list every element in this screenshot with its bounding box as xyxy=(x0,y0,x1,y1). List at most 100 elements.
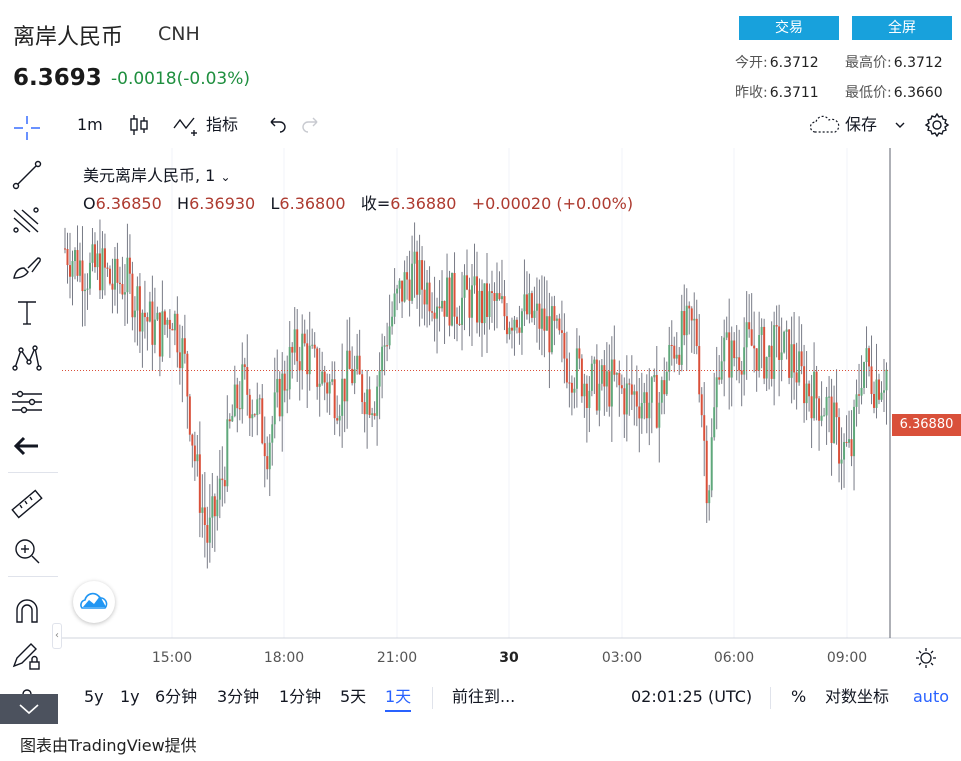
candle-body xyxy=(600,365,603,384)
magnet-icon[interactable] xyxy=(8,594,46,630)
range-1day[interactable]: 1天 xyxy=(385,680,412,712)
candle-body xyxy=(226,419,229,487)
undo-icon[interactable] xyxy=(266,106,288,144)
candle-body xyxy=(560,330,563,333)
candle-body xyxy=(498,293,501,300)
candle-body xyxy=(213,496,216,517)
candle-body xyxy=(570,382,573,393)
candle-body xyxy=(373,413,376,416)
brush-icon[interactable] xyxy=(8,248,46,284)
gear-icon[interactable] xyxy=(924,106,950,144)
indicators-button[interactable]: 指标 xyxy=(206,115,239,134)
candle-body xyxy=(553,306,556,321)
text-icon[interactable] xyxy=(8,294,46,330)
trade-button[interactable]: 交易 xyxy=(739,16,839,40)
fullscreen-button[interactable]: 全屏 xyxy=(852,16,952,40)
candle-body xyxy=(765,356,768,379)
candle-body xyxy=(603,365,606,387)
candle-body xyxy=(755,348,758,371)
range-1y[interactable]: 1y xyxy=(120,687,140,706)
range-1min[interactable]: 1分钟 xyxy=(279,687,322,706)
candle-body xyxy=(515,319,518,328)
candle-body xyxy=(695,318,698,347)
candle-body xyxy=(123,292,126,295)
range-6min[interactable]: 6分钟 xyxy=(155,687,198,706)
redo-icon[interactable] xyxy=(300,106,322,144)
candle-body xyxy=(108,268,111,284)
pencil-lock-icon[interactable] xyxy=(8,638,46,674)
collapse-toolbar-button[interactable]: ‹ xyxy=(52,623,62,649)
candle-body xyxy=(426,282,429,305)
candle-body xyxy=(88,262,91,289)
clock-readout[interactable]: 02:01:25 (UTC) xyxy=(631,687,753,706)
candle-body xyxy=(64,248,66,250)
range-5y[interactable]: 5y xyxy=(84,687,104,706)
range-3min[interactable]: 3分钟 xyxy=(217,687,260,706)
candle-style-icon[interactable] xyxy=(128,106,150,144)
candle-body xyxy=(301,333,304,371)
candle-body xyxy=(505,316,508,335)
candle-body xyxy=(520,311,523,333)
candle-body xyxy=(480,290,483,324)
candle-body xyxy=(705,440,708,504)
candle-body xyxy=(298,361,301,371)
candle-body xyxy=(808,383,811,397)
zoom-in-icon[interactable] xyxy=(8,532,46,568)
save-button[interactable]: 保存 xyxy=(845,115,878,134)
candle-body xyxy=(358,355,361,375)
candle-body xyxy=(258,398,261,400)
candle-body xyxy=(386,345,389,347)
candle-body xyxy=(610,359,613,407)
range-5day[interactable]: 5天 xyxy=(340,687,367,706)
hide-drawings-tab[interactable] xyxy=(0,694,58,724)
trend-line-icon[interactable] xyxy=(8,156,46,192)
axis-settings-icon[interactable] xyxy=(914,646,938,670)
chevron-down-icon[interactable] xyxy=(893,106,907,144)
candle-body xyxy=(361,374,364,403)
candle-body xyxy=(363,402,366,415)
fib-icon[interactable] xyxy=(8,202,46,238)
candle-body xyxy=(286,389,289,391)
candle-body xyxy=(371,413,374,415)
candle-body xyxy=(875,379,878,408)
candle-body xyxy=(710,437,713,491)
candle-body xyxy=(595,359,598,411)
candle-body xyxy=(593,359,596,364)
chart-area[interactable] xyxy=(62,148,961,678)
candle-body xyxy=(878,379,881,400)
candle-body xyxy=(513,319,516,331)
log-scale-toggle[interactable]: 对数坐标 xyxy=(825,687,890,706)
arrow-left-icon[interactable] xyxy=(8,428,46,464)
percent-toggle[interactable]: % xyxy=(791,687,807,706)
auto-scale-toggle[interactable]: auto xyxy=(913,687,950,706)
candle-body xyxy=(438,306,441,309)
candle-body xyxy=(483,283,486,324)
goto-button[interactable]: 前往到... xyxy=(452,687,516,706)
candle-body xyxy=(391,316,394,327)
candle-body xyxy=(510,327,513,331)
interval-button[interactable]: 1m xyxy=(77,115,103,134)
forecast-icon[interactable] xyxy=(8,384,46,420)
candle-body xyxy=(163,311,166,325)
candle-body xyxy=(883,390,886,393)
candle-body xyxy=(795,372,798,383)
candle-body xyxy=(685,305,688,336)
snapshot-button[interactable] xyxy=(73,581,115,623)
crosshair-icon[interactable] xyxy=(8,110,46,146)
candle-body xyxy=(291,346,294,353)
candle-body xyxy=(136,286,139,311)
candle-body xyxy=(508,327,511,335)
legend-symbol[interactable]: 美元离岸人民币, 1 ⌄ xyxy=(83,166,231,185)
pattern-icon[interactable] xyxy=(8,340,46,376)
indicators-icon[interactable] xyxy=(172,106,204,144)
candle-body xyxy=(83,289,86,292)
cloud-icon[interactable] xyxy=(808,106,842,144)
candle-body xyxy=(740,370,743,375)
candle-body xyxy=(758,334,761,371)
candle-body xyxy=(86,288,89,290)
candlestick-chart[interactable] xyxy=(62,148,961,648)
ruler-icon[interactable] xyxy=(8,486,46,522)
x-tick: 06:00 xyxy=(713,650,755,666)
candle-body xyxy=(558,318,561,331)
candle-body xyxy=(68,265,71,277)
